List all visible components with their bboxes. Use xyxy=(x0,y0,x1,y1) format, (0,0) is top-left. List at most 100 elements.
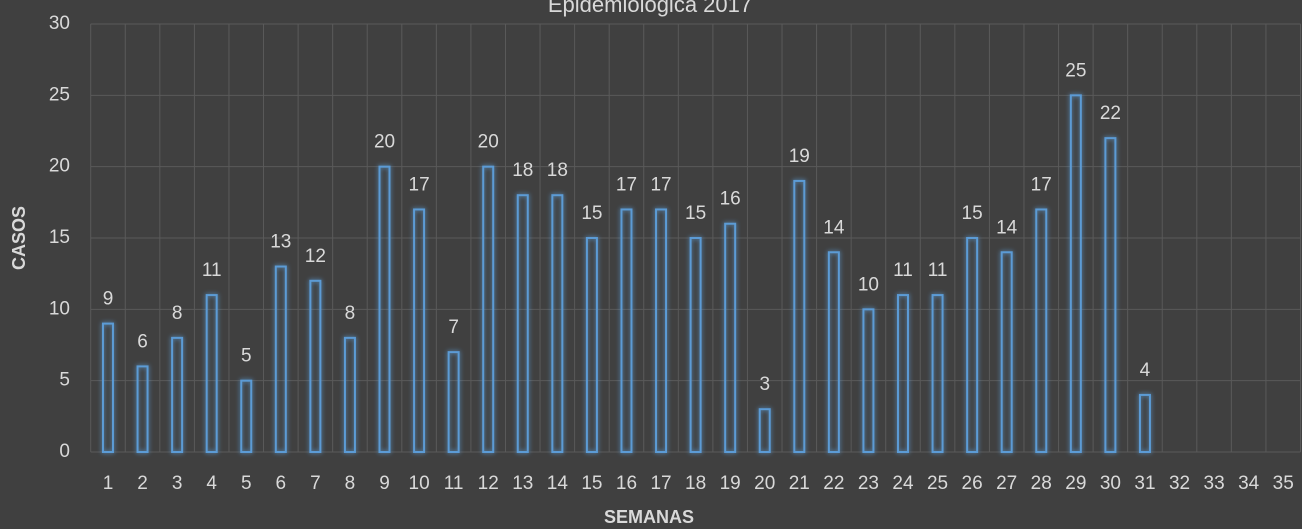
data-label: 18 xyxy=(512,160,533,181)
bar xyxy=(205,294,218,454)
x-tick-label: 23 xyxy=(858,473,879,494)
x-tick-label: 34 xyxy=(1238,473,1260,494)
x-tick-label: 30 xyxy=(1100,473,1121,494)
data-label: 15 xyxy=(581,203,602,224)
data-label: 25 xyxy=(1065,60,1086,81)
x-tick-label: 1 xyxy=(103,473,114,494)
data-label: 17 xyxy=(409,174,430,195)
x-tick-label: 19 xyxy=(720,473,741,494)
x-tick-label: 12 xyxy=(478,473,499,494)
data-label: 12 xyxy=(305,246,326,267)
bar xyxy=(827,251,840,453)
bar xyxy=(620,208,633,453)
bar xyxy=(966,237,979,453)
data-label: 6 xyxy=(137,331,148,352)
x-tick-label: 2 xyxy=(137,473,148,494)
y-tick-label: 15 xyxy=(49,227,70,248)
data-label: 17 xyxy=(650,174,671,195)
x-tick-label: 35 xyxy=(1273,473,1294,494)
bar xyxy=(931,294,944,454)
x-tick-label: 20 xyxy=(754,473,775,494)
x-tick-label: 31 xyxy=(1134,473,1155,494)
bar xyxy=(896,294,909,454)
x-axis-title: SEMANAS xyxy=(604,507,694,527)
bar xyxy=(482,165,495,454)
bar xyxy=(1104,137,1117,453)
x-tick-label: 27 xyxy=(996,473,1017,494)
bar xyxy=(585,237,598,453)
data-label: 20 xyxy=(374,132,395,153)
x-tick-label: 22 xyxy=(823,473,844,494)
x-tick-label: 24 xyxy=(892,473,914,494)
x-tick-label: 14 xyxy=(547,473,569,494)
y-tick-label: 30 xyxy=(49,13,70,34)
x-tick-label: 6 xyxy=(276,473,287,494)
data-label: 8 xyxy=(172,303,183,324)
x-tick-label: 18 xyxy=(685,473,706,494)
bar xyxy=(758,408,771,454)
x-tick-label: 7 xyxy=(310,473,321,494)
bar xyxy=(171,336,184,453)
y-tick-label: 0 xyxy=(59,441,70,462)
data-label: 20 xyxy=(478,132,499,153)
data-label: 9 xyxy=(103,289,114,310)
data-label: 11 xyxy=(928,260,948,281)
x-tick-label: 8 xyxy=(345,473,356,494)
data-label: 18 xyxy=(547,160,568,181)
data-label: 17 xyxy=(616,174,637,195)
y-tick-label: 25 xyxy=(49,84,70,105)
bar xyxy=(862,308,875,454)
data-label: 17 xyxy=(1031,174,1052,195)
data-label: 22 xyxy=(1100,103,1121,124)
data-label: 4 xyxy=(1140,360,1151,381)
data-label: 11 xyxy=(202,260,222,281)
data-label: 16 xyxy=(720,189,741,210)
x-tick-label: 17 xyxy=(650,473,671,494)
data-label: 8 xyxy=(345,303,356,324)
bar xyxy=(793,179,806,454)
data-label: 14 xyxy=(996,217,1018,238)
x-tick-label: 15 xyxy=(581,473,602,494)
x-tick-label: 29 xyxy=(1065,473,1086,494)
x-tick-label: 16 xyxy=(616,473,637,494)
data-label: 15 xyxy=(962,203,983,224)
data-label: 3 xyxy=(759,374,770,395)
bar xyxy=(413,208,426,453)
x-tick-label: 11 xyxy=(444,473,464,494)
x-tick-label: 13 xyxy=(512,473,533,494)
data-label: 10 xyxy=(858,274,879,295)
bar xyxy=(343,336,356,453)
data-label: 13 xyxy=(270,232,291,253)
bar xyxy=(724,222,737,453)
x-tick-label: 3 xyxy=(172,473,183,494)
y-tick-label: 10 xyxy=(49,298,70,319)
bar xyxy=(1138,393,1151,453)
bar xyxy=(378,165,391,454)
bar xyxy=(516,194,529,453)
x-tick-label: 25 xyxy=(927,473,948,494)
x-tick-label: 32 xyxy=(1169,473,1190,494)
bar xyxy=(1035,208,1048,453)
data-label: 11 xyxy=(893,260,913,281)
data-label: 14 xyxy=(823,217,845,238)
bar xyxy=(101,322,114,453)
y-tick-label: 5 xyxy=(59,370,70,391)
data-label: 19 xyxy=(789,146,810,167)
bar xyxy=(1069,94,1082,453)
bar xyxy=(274,265,287,453)
data-label: 7 xyxy=(448,317,459,338)
bar xyxy=(136,365,149,453)
x-tick-label: 21 xyxy=(789,473,810,494)
bar xyxy=(551,194,564,453)
bar xyxy=(447,351,460,453)
x-tick-label: 9 xyxy=(379,473,390,494)
bar xyxy=(1000,251,1013,453)
data-label: 5 xyxy=(241,346,252,367)
x-tick-label: 10 xyxy=(409,473,430,494)
data-label: 15 xyxy=(685,203,706,224)
x-tick-label: 33 xyxy=(1204,473,1225,494)
x-tick-label: 5 xyxy=(241,473,252,494)
y-tick-label: 20 xyxy=(49,156,70,177)
x-tick-label: 4 xyxy=(206,473,217,494)
